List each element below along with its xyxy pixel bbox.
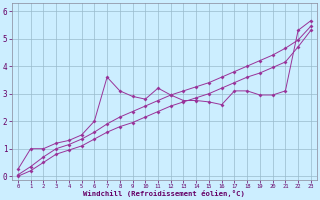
X-axis label: Windchill (Refroidissement éolien,°C): Windchill (Refroidissement éolien,°C): [84, 190, 245, 197]
